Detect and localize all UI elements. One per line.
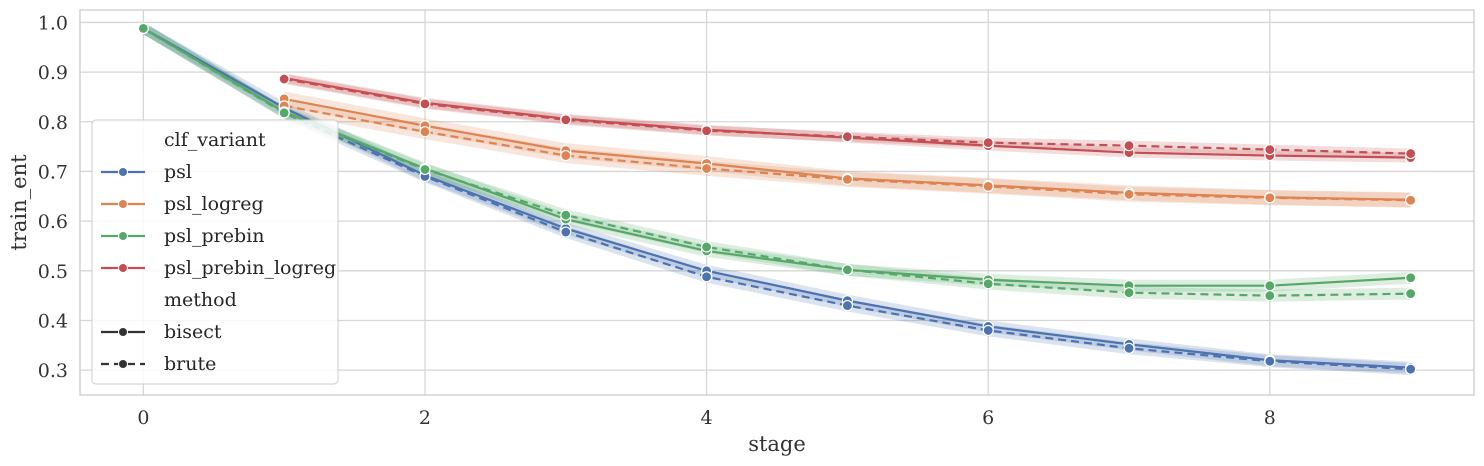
plot-frame [79,9,1475,396]
point-psl_prebin_logreg-brute [1123,140,1135,152]
y-axis-label: train_ent [7,154,31,251]
legend-swatch-marker [118,167,128,177]
line-psl_prebin-brute [142,27,1411,297]
point-psl_logreg-brute [1264,192,1276,204]
series-points [137,22,1417,375]
y-tick-label: 0.5 [38,261,68,283]
legend-box [91,119,339,385]
point-psl_prebin-bisect [1264,280,1276,292]
x-tick-label: 8 [1264,407,1276,429]
point-psl_logreg-brute [1123,188,1135,200]
point-psl_prebin-brute [982,278,994,290]
point-psl_prebin-brute [419,163,431,176]
point-psl_prebin_logreg-brute [982,137,994,149]
ci-band-psl_prebin_logreg-brute [284,74,1411,159]
y-tick-label: 0.8 [38,112,68,134]
point-psl_prebin_logreg-brute [278,73,290,85]
point-psl_prebin-bisect [1405,272,1417,284]
point-psl-brute [1264,355,1276,367]
y-tick-label: 0.3 [38,360,68,382]
legend-swatch-marker [118,327,128,337]
legend-item-label: bisect [164,321,222,343]
legend-swatch-marker [118,263,128,273]
legend-item-label: psl_prebin_logreg [164,257,336,279]
x-tick-label: 2 [419,407,431,429]
y-tick-label: 0.6 [38,211,68,233]
legend-item-label: psl [164,161,192,183]
legend-title-style: method [164,289,237,311]
legend-swatch-marker [118,231,128,241]
point-psl_logreg-brute [1405,194,1417,206]
y-tick-label: 1.0 [38,12,68,34]
line-psl-brute [142,27,1411,371]
legend-swatch-marker [118,199,128,209]
legend-item-label: brute [164,353,216,375]
legend-item-label: psl_prebin [164,225,264,247]
point-psl-brute [841,299,854,312]
point-psl_prebin-brute [1264,290,1276,302]
point-psl_prebin_logreg-brute [1405,147,1417,160]
point-psl_prebin-brute [560,209,572,221]
point-psl-brute [982,324,994,337]
point-psl-brute [560,226,572,238]
legend-item-label: psl_logreg [164,193,264,215]
tick-labels: 0 2 4 6 8 0.3 0.4 0.5 0.6 0.7 0.8 0.9 1.0 [38,12,1276,429]
point-psl-brute [1405,363,1417,375]
y-tick-label: 0.4 [38,310,68,332]
y-tick-label: 0.7 [38,161,68,183]
ci-band-psl_prebin_logreg-bisect [284,73,1411,163]
point-psl_logreg-brute [982,180,994,192]
point-psl_logreg-brute [419,126,431,138]
point-psl_prebin_logreg-brute [841,131,854,143]
x-tick-label: 6 [982,407,994,429]
point-psl_prebin_logreg-brute [419,98,431,110]
point-psl_prebin-brute [278,107,290,119]
point-psl_prebin_logreg-brute [1264,143,1276,156]
point-psl_logreg-brute [841,173,854,185]
point-psl-brute [1123,342,1135,354]
point-psl_prebin-brute [137,22,149,34]
point-psl_prebin-brute [841,264,854,276]
x-tick-label: 0 [137,407,149,429]
point-psl_prebin-brute [1123,287,1135,299]
point-psl_prebin_logreg-brute [560,114,572,126]
x-axis-label: stage [748,432,806,456]
legend-swatch-marker [118,359,128,369]
point-psl_prebin_logreg-brute [700,125,713,137]
legend-title-hue: clf_variant [164,129,266,151]
point-psl_logreg-brute [700,162,713,175]
point-psl-brute [700,271,713,283]
point-psl_prebin-brute [1405,288,1417,300]
y-tick-label: 0.9 [38,62,68,84]
point-psl_logreg-brute [560,149,572,162]
point-psl_prebin-brute [700,241,713,253]
x-tick-label: 4 [701,407,713,429]
